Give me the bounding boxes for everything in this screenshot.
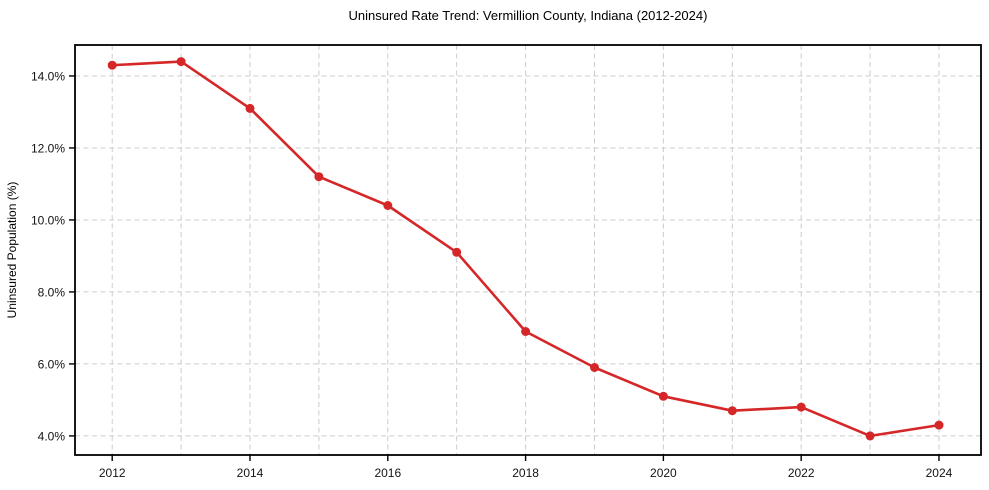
x-tick-label: 2020 — [650, 466, 677, 480]
data-point-2013 — [176, 57, 186, 67]
x-tick-label: 2014 — [237, 466, 264, 480]
x-axis: 2012 2014 2016 2018 2020 2022 2024 — [99, 455, 953, 480]
data-point-2019 — [590, 363, 599, 372]
data-point-2015 — [314, 172, 324, 182]
data-point-2012 — [107, 60, 117, 70]
data-point-2020 — [658, 391, 668, 401]
data-point-2018 — [521, 327, 531, 336]
data-point-2024 — [934, 420, 944, 430]
data-series — [107, 57, 944, 441]
gridlines — [75, 45, 981, 455]
data-point-2023 — [865, 431, 875, 441]
y-axis: 4.0% 6.0% 8.0% 10.0% 12.0% 14.0% — [31, 69, 75, 443]
x-tick-label: 2016 — [374, 466, 401, 480]
y-tick-label: 12.0% — [31, 141, 65, 155]
plot-border — [74, 44, 982, 456]
y-tick-label: 8.0% — [38, 285, 66, 299]
y-tick-label: 6.0% — [38, 357, 66, 371]
x-tick-label: 2024 — [926, 466, 953, 480]
data-point-2021 — [727, 406, 737, 416]
x-tick-label: 2022 — [788, 466, 815, 480]
data-point-2022 — [796, 402, 806, 412]
data-point-2014 — [245, 103, 255, 113]
y-axis-label: Uninsured Population (%) — [5, 182, 19, 319]
x-tick-label: 2018 — [512, 466, 539, 480]
y-tick-label: 10.0% — [31, 213, 65, 227]
y-tick-label: 4.0% — [38, 429, 66, 443]
data-point-2017 — [452, 247, 462, 257]
chart-title: Uninsured Rate Trend: Vermillion County,… — [349, 8, 708, 23]
x-tick-label: 2012 — [99, 466, 126, 480]
data-point-2016 — [383, 201, 393, 210]
y-tick-label: 14.0% — [31, 69, 65, 83]
